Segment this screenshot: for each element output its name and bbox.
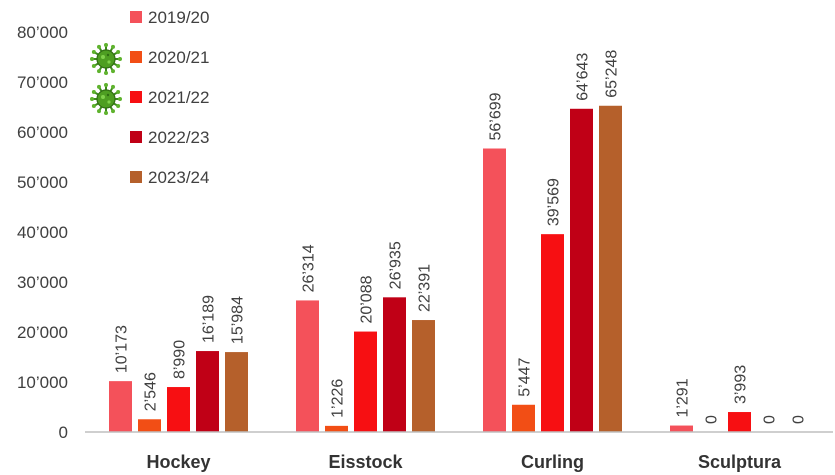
legend: 2019/20 2020/21 2021/22 2022/23 2023/24	[90, 8, 209, 187]
y-axis: 0 10’000 20’000 30’000 40’000 50’000 60’000 70’…	[17, 23, 68, 442]
data-label: 56’699	[488, 92, 505, 140]
data-label: 2’546	[143, 372, 160, 411]
legend-swatch	[130, 171, 142, 183]
data-label: 3’993	[733, 365, 750, 404]
bar	[728, 412, 751, 432]
y-tick-label: 10’000	[17, 373, 68, 392]
bar	[138, 419, 161, 432]
legend-swatch	[130, 131, 142, 143]
legend-swatch	[130, 11, 142, 23]
category-label: Eisstock	[328, 452, 403, 472]
bar	[109, 381, 132, 432]
bar	[196, 351, 219, 432]
data-label: 16’189	[201, 295, 218, 343]
category-label: Hockey	[146, 452, 210, 472]
y-tick-label: 70’000	[17, 73, 68, 92]
bar	[670, 425, 693, 432]
data-label: 1’226	[330, 379, 347, 418]
legend-label: 2021/22	[148, 88, 209, 107]
category-label: Curling	[521, 452, 584, 472]
bars	[109, 105, 751, 432]
data-label: 0	[762, 415, 779, 424]
legend-label: 2022/23	[148, 128, 209, 147]
bar	[383, 297, 406, 432]
data-label: 8’990	[172, 340, 189, 379]
bar	[296, 300, 319, 432]
legend-swatch	[130, 91, 142, 103]
y-tick-label: 20’000	[17, 323, 68, 342]
data-label: 0	[704, 415, 721, 424]
y-tick-label: 80’000	[17, 23, 68, 42]
data-label: 26’314	[301, 244, 318, 292]
legend-item: 2023/24	[130, 168, 209, 187]
data-label: 65’248	[604, 50, 621, 98]
legend-label: 2019/20	[148, 8, 209, 27]
data-label: 22’391	[417, 264, 434, 312]
legend-item: 2021/22	[90, 83, 209, 115]
bar	[167, 387, 190, 432]
data-labels: 10’173 26’314 56’699 1’291 2’546 1’226 5’447 0 8…	[114, 50, 808, 424]
bar	[599, 105, 622, 432]
virus-icon	[90, 83, 122, 115]
data-label: 1’291	[675, 378, 692, 417]
legend-item: 2022/23	[130, 128, 209, 147]
bar	[483, 148, 506, 432]
data-label: 5’447	[517, 358, 534, 397]
legend-item: 2020/21	[90, 43, 209, 75]
bar	[412, 320, 435, 432]
category-label: Sculptura	[698, 452, 782, 472]
virus-icon	[90, 43, 122, 75]
data-label: 20’088	[359, 275, 376, 323]
bar	[225, 352, 248, 432]
y-tick-label: 60’000	[17, 123, 68, 142]
legend-item: 2019/20	[130, 8, 209, 27]
bar	[325, 425, 348, 432]
data-label: 39’569	[546, 178, 563, 226]
legend-label: 2023/24	[148, 168, 209, 187]
y-tick-label: 30’000	[17, 273, 68, 292]
bar	[354, 331, 377, 432]
data-label: 26’935	[388, 241, 405, 289]
data-label: 10’173	[114, 325, 131, 373]
y-tick-label: 0	[59, 423, 68, 442]
y-tick-label: 50’000	[17, 173, 68, 192]
y-tick-label: 40’000	[17, 223, 68, 242]
legend-swatch	[130, 51, 142, 63]
bar	[541, 234, 564, 432]
data-label: 15’984	[230, 296, 247, 344]
bar	[512, 404, 535, 432]
legend-label: 2020/21	[148, 48, 209, 67]
bar	[570, 108, 593, 432]
data-label: 0	[791, 415, 808, 424]
data-label: 64’643	[575, 53, 592, 101]
x-axis: Hockey Eisstock Curling Sculptura	[146, 452, 782, 472]
